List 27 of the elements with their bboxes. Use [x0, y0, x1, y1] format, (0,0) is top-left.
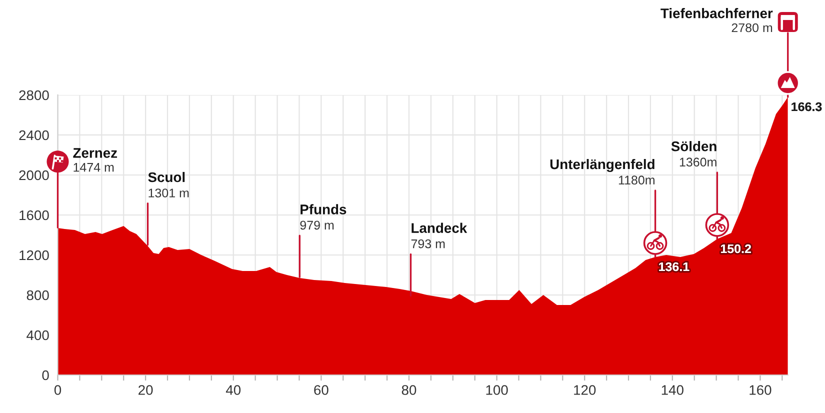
- annotation: Tiefenbachferner 2780 m: [660, 8, 773, 32]
- x-tick-label: 0: [54, 385, 62, 395]
- y-tick-label: 1200: [20, 250, 49, 260]
- x-tick-label: 160: [750, 385, 772, 395]
- y-tick-label: 1600: [20, 210, 49, 220]
- x-tick-label: 40: [226, 385, 241, 395]
- x-tick-label: 100: [486, 385, 508, 395]
- annotation: 136.1: [659, 262, 690, 272]
- y-tick-label: 2800: [19, 90, 49, 100]
- y-tick-label: 800: [26, 290, 49, 300]
- annotation: Landeck 793 m: [411, 222, 468, 248]
- annotation: Zernez 1474 m: [73, 148, 118, 172]
- annotation: Scuol 1301 m: [148, 172, 189, 198]
- x-tick-label: 120: [574, 385, 596, 395]
- y-tick-label: 400: [26, 330, 49, 340]
- y-tick-label: 2400: [19, 130, 49, 140]
- x-tick-label: 80: [402, 385, 416, 395]
- annotation: 150.2: [720, 244, 751, 254]
- annotation: 166.3: [792, 102, 822, 112]
- x-tick-label: 20: [138, 385, 153, 395]
- y-tick-label: 2000: [19, 170, 49, 180]
- x-tick-label: 140: [662, 385, 684, 395]
- annotation: Pfunds 979 m: [300, 204, 346, 230]
- y-tick-label: 0: [42, 370, 49, 380]
- annotation: Unterlängenfeld 1180m: [550, 158, 654, 185]
- x-tick-label: 60: [314, 385, 328, 395]
- annotation: Sölden 1360m: [671, 141, 716, 167]
